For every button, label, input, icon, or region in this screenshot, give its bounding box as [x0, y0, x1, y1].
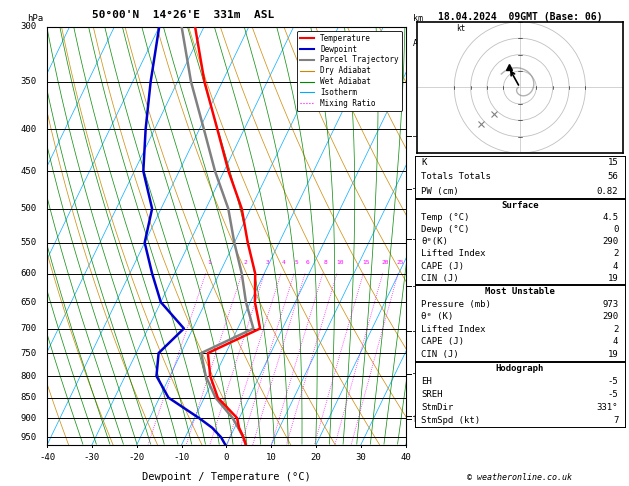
Text: StmSpd (kt): StmSpd (kt) [421, 416, 481, 425]
Text: 20: 20 [382, 260, 389, 264]
Text: 50°00'N  14°26'E  331m  ASL: 50°00'N 14°26'E 331m ASL [92, 11, 274, 20]
Text: 290: 290 [602, 237, 618, 246]
Text: EH: EH [421, 377, 432, 386]
Text: Lifted Index: Lifted Index [421, 249, 486, 259]
Text: © weatheronline.co.uk: © weatheronline.co.uk [467, 473, 572, 482]
Text: Hodograph: Hodograph [496, 364, 544, 373]
Text: –4: –4 [413, 282, 423, 291]
Text: 550: 550 [20, 238, 36, 247]
Text: kt: kt [456, 23, 465, 33]
Text: K: K [421, 158, 427, 167]
Text: 19: 19 [608, 350, 618, 359]
Text: 4: 4 [613, 261, 618, 271]
Text: 290: 290 [602, 312, 618, 321]
Text: 5: 5 [295, 260, 299, 264]
Text: Mixing Ratio (g/kg): Mixing Ratio (g/kg) [448, 192, 457, 279]
Text: km: km [413, 14, 423, 22]
Text: 973: 973 [602, 299, 618, 309]
Text: StmDir: StmDir [421, 403, 454, 412]
Text: 331°: 331° [597, 403, 618, 412]
Text: 8: 8 [324, 260, 328, 264]
Text: 4: 4 [282, 260, 286, 264]
Text: CAPE (J): CAPE (J) [421, 337, 464, 347]
Text: -30: -30 [84, 453, 100, 462]
Text: -10: -10 [174, 453, 190, 462]
Text: Totals Totals: Totals Totals [421, 173, 491, 181]
Text: 2: 2 [613, 325, 618, 334]
Text: 0.82: 0.82 [597, 187, 618, 196]
Text: 900: 900 [20, 414, 36, 422]
Text: 4: 4 [613, 337, 618, 347]
Text: 1: 1 [207, 260, 211, 264]
Text: –7: –7 [413, 132, 423, 141]
Text: 10: 10 [266, 453, 277, 462]
Text: Dewp (°C): Dewp (°C) [421, 225, 470, 234]
Text: LCL: LCL [413, 415, 426, 424]
Text: 650: 650 [20, 297, 36, 307]
Text: –2: –2 [413, 369, 423, 378]
Text: –5: –5 [413, 235, 423, 244]
Text: Most Unstable: Most Unstable [485, 287, 555, 296]
Text: 500: 500 [20, 204, 36, 213]
Text: CAPE (J): CAPE (J) [421, 261, 464, 271]
Text: 40: 40 [400, 453, 411, 462]
Text: 18.04.2024  09GMT (Base: 06): 18.04.2024 09GMT (Base: 06) [438, 12, 602, 22]
Text: 0: 0 [613, 225, 618, 234]
Text: 25: 25 [397, 260, 404, 264]
Text: -5: -5 [608, 377, 618, 386]
Text: 15: 15 [608, 158, 618, 167]
Text: 3: 3 [265, 260, 269, 264]
Text: SREH: SREH [421, 390, 443, 399]
Text: Temp (°C): Temp (°C) [421, 213, 470, 222]
Text: Pressure (mb): Pressure (mb) [421, 299, 491, 309]
Text: 350: 350 [20, 77, 36, 86]
Text: 2: 2 [613, 249, 618, 259]
Text: Lifted Index: Lifted Index [421, 325, 486, 334]
Text: –1: –1 [413, 412, 423, 420]
Text: -40: -40 [39, 453, 55, 462]
Text: 0: 0 [224, 453, 229, 462]
Text: –3: –3 [413, 327, 423, 335]
Text: 850: 850 [20, 393, 36, 402]
Text: 600: 600 [20, 269, 36, 278]
Text: -20: -20 [129, 453, 145, 462]
Text: 6: 6 [306, 260, 309, 264]
Text: PW (cm): PW (cm) [421, 187, 459, 196]
Text: 450: 450 [20, 167, 36, 175]
Text: θᵉ(K): θᵉ(K) [421, 237, 448, 246]
Text: 950: 950 [20, 433, 36, 442]
Text: –6: –6 [413, 184, 423, 193]
Text: 2: 2 [243, 260, 247, 264]
Text: hPa: hPa [28, 14, 43, 22]
Text: θᵉ (K): θᵉ (K) [421, 312, 454, 321]
Text: Surface: Surface [501, 201, 538, 210]
Text: 800: 800 [20, 372, 36, 381]
Text: Dewpoint / Temperature (°C): Dewpoint / Temperature (°C) [142, 472, 311, 482]
Text: CIN (J): CIN (J) [421, 350, 459, 359]
Text: 10: 10 [336, 260, 343, 264]
Text: 56: 56 [608, 173, 618, 181]
Text: -5: -5 [608, 390, 618, 399]
Text: 700: 700 [20, 324, 36, 333]
Text: 4.5: 4.5 [602, 213, 618, 222]
Text: ASL: ASL [413, 39, 428, 48]
Legend: Temperature, Dewpoint, Parcel Trajectory, Dry Adiabat, Wet Adiabat, Isotherm, Mi: Temperature, Dewpoint, Parcel Trajectory… [298, 31, 402, 111]
Text: 400: 400 [20, 125, 36, 134]
Text: 15: 15 [362, 260, 370, 264]
Text: 30: 30 [355, 453, 366, 462]
Text: CIN (J): CIN (J) [421, 274, 459, 283]
Text: 19: 19 [608, 274, 618, 283]
Text: 7: 7 [613, 416, 618, 425]
Text: 750: 750 [20, 348, 36, 358]
Text: 300: 300 [20, 22, 36, 31]
Text: 20: 20 [311, 453, 321, 462]
